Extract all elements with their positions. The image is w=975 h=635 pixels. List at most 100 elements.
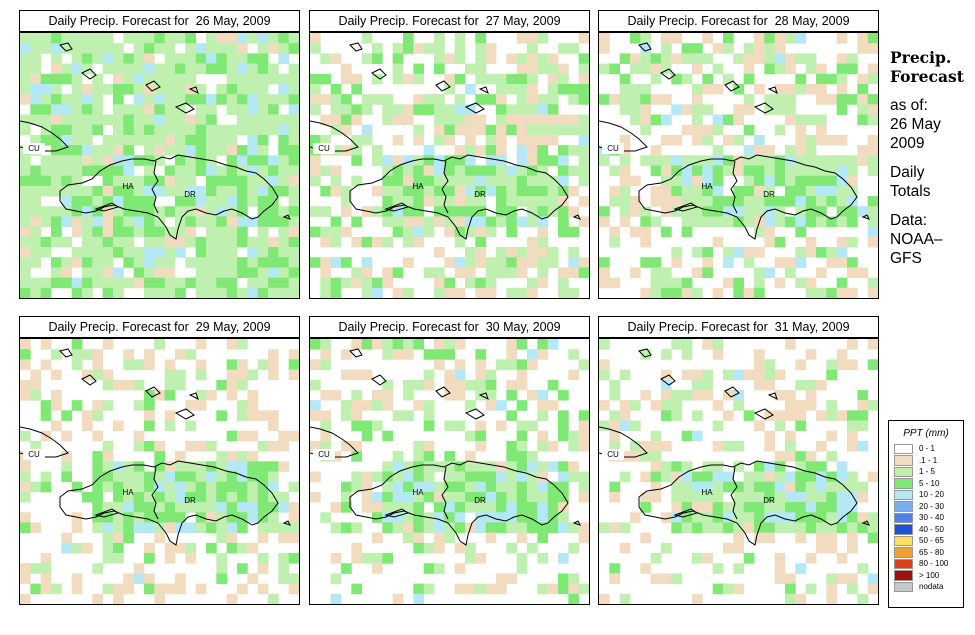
precip-cell — [195, 502, 207, 513]
precip-cell — [578, 410, 589, 421]
precip-cell — [278, 53, 290, 64]
legend-entry: .1 - 1 — [889, 455, 963, 467]
precip-cell — [247, 236, 259, 248]
precip-cell — [113, 481, 124, 493]
precip-cell — [423, 94, 435, 105]
precip-cell — [578, 471, 589, 483]
precip-cell — [175, 349, 186, 360]
precip-cell — [247, 247, 259, 258]
precip-cell — [123, 83, 135, 95]
precip-cell — [247, 145, 259, 156]
precip-cell — [599, 155, 610, 166]
precip-cell — [506, 349, 518, 360]
precip-cell — [723, 247, 734, 258]
precip-cell — [30, 53, 42, 64]
precip-cell — [671, 155, 683, 166]
country-label: CU — [28, 144, 40, 153]
precip-cell — [133, 573, 145, 585]
precip-cell — [113, 175, 124, 187]
precip-cell — [650, 573, 662, 585]
precip-cell — [216, 553, 228, 564]
precip-cell — [216, 247, 228, 258]
coastline — [724, 386, 740, 398]
precip-cell — [743, 94, 755, 105]
precip-cell — [826, 73, 838, 85]
precip-cell — [630, 400, 641, 411]
precip-cell — [640, 563, 652, 574]
precip-cell — [857, 206, 869, 217]
precip-cell — [20, 491, 31, 503]
precip-cell — [144, 124, 155, 136]
coastline — [478, 86, 489, 94]
precip-cell — [743, 104, 755, 115]
precip-cell — [599, 267, 610, 279]
precip-cell — [61, 155, 73, 166]
precip-cell — [20, 206, 31, 217]
precip-cell — [454, 512, 466, 523]
precip-cell — [785, 481, 796, 493]
precip-cell — [764, 430, 776, 442]
precip-cell — [257, 522, 269, 534]
precip-cell — [341, 257, 352, 268]
precip-cell — [423, 461, 435, 472]
precip-cell — [51, 349, 62, 360]
precip-cell — [847, 155, 858, 166]
precip-cell — [702, 155, 714, 166]
precip-cell — [650, 277, 662, 289]
precip-cell — [847, 287, 858, 298]
precip-cell — [702, 471, 714, 483]
precip-cell — [692, 155, 703, 166]
precip-cell — [20, 430, 31, 442]
precip-cell — [692, 165, 703, 177]
precip-cell — [537, 471, 549, 483]
precip-cell — [599, 593, 610, 604]
precip-cell — [485, 175, 497, 187]
precip-cell — [671, 522, 683, 534]
precip-cell — [836, 502, 848, 513]
precip-cell — [537, 124, 549, 136]
precip-cell — [226, 83, 238, 95]
precip-cell — [568, 461, 580, 472]
precip-cell — [206, 185, 217, 197]
precip-cell — [164, 185, 176, 197]
precip-cell — [113, 502, 124, 513]
panel-title: Daily Precip. Forecast for 27 May, 2009 — [309, 10, 590, 32]
precip-cell — [867, 471, 878, 483]
precip-cell — [164, 175, 176, 187]
precip-cell — [712, 502, 724, 513]
precip-cell — [144, 440, 155, 452]
precip-cell — [496, 175, 507, 187]
precip-cell — [216, 471, 228, 483]
precip-cell — [164, 522, 176, 534]
precip-cell — [465, 553, 476, 564]
precip-cell — [805, 583, 817, 595]
precip-cell — [247, 400, 259, 411]
precip-cell — [413, 461, 425, 472]
precip-cell — [795, 359, 807, 370]
coastline — [94, 508, 120, 518]
precip-cell — [133, 461, 145, 472]
country-label: HA — [412, 182, 424, 191]
precip-cell — [382, 216, 394, 228]
precip-cell — [805, 196, 817, 207]
precip-cell — [836, 216, 848, 228]
precip-cell — [341, 502, 352, 513]
precip-cell — [226, 206, 238, 217]
precip-cell — [320, 206, 332, 217]
precip-cell — [619, 196, 631, 207]
precip-cell — [795, 502, 807, 513]
precip-cell — [113, 83, 124, 95]
precip-cell — [692, 389, 703, 401]
precip-cell — [226, 43, 238, 54]
precip-cell — [733, 134, 745, 146]
precip-cell — [330, 522, 342, 534]
precip-cell — [547, 134, 559, 146]
precip-cell — [351, 114, 363, 126]
precip-cell — [558, 83, 569, 95]
precip-cell — [330, 593, 342, 604]
precip-cell — [330, 83, 342, 95]
precip-cell — [867, 43, 878, 54]
precip-cell — [537, 553, 549, 564]
precip-cell — [310, 491, 321, 503]
precip-cell — [154, 206, 166, 217]
